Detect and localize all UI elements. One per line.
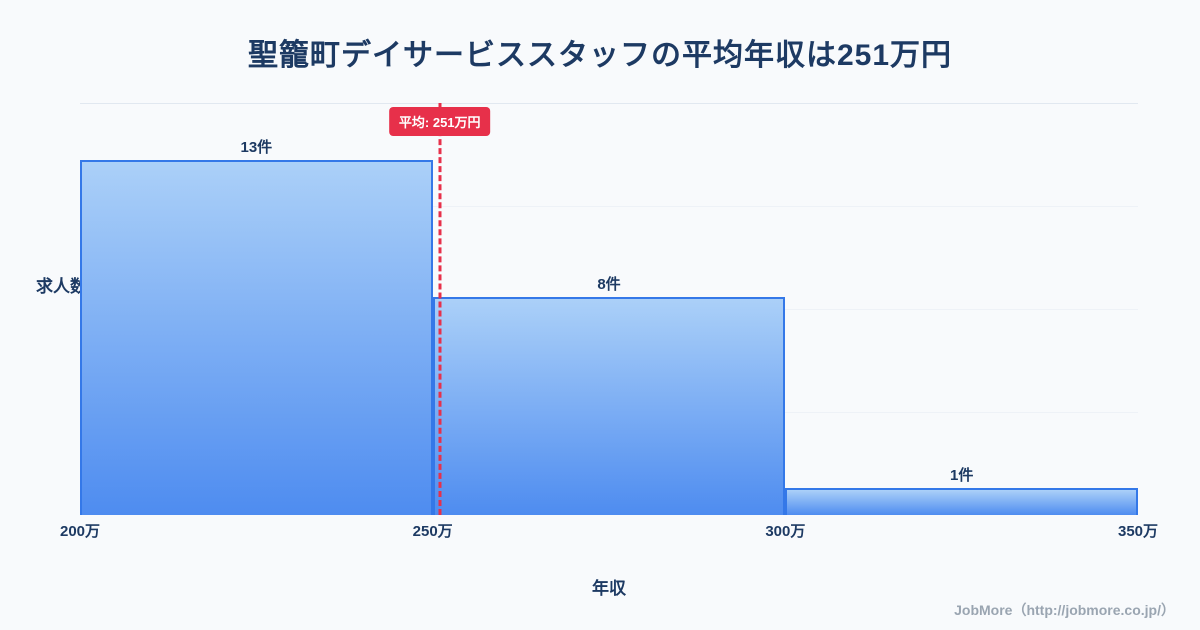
plot-area: 13件 8件 1件 平均: 251万円 bbox=[80, 103, 1138, 515]
bar-value-label: 13件 bbox=[240, 139, 273, 157]
x-tick-label: 250万 bbox=[412, 523, 453, 540]
x-axis-label: 年収 bbox=[592, 579, 626, 598]
bar-value-label: 1件 bbox=[949, 466, 974, 484]
x-tick-label: 200万 bbox=[59, 523, 101, 540]
footer-credit: JobMore（http://jobmore.co.jp/） bbox=[954, 602, 1175, 618]
histogram-bar: 13件 bbox=[80, 139, 433, 515]
y-axis-label: 求人数 bbox=[36, 277, 87, 296]
average-badge: 平均: 251万円 bbox=[388, 107, 491, 136]
average-line bbox=[438, 103, 442, 515]
x-tick-label: 300万 bbox=[765, 523, 806, 540]
gridline bbox=[80, 103, 1138, 104]
histogram-bar: 8件 bbox=[432, 276, 786, 515]
x-tick-label: 350万 bbox=[1117, 523, 1159, 540]
histogram-bar: 1件 bbox=[785, 467, 1138, 515]
bar-value-label: 8件 bbox=[597, 275, 621, 293]
x-axis-ticks: 200万 250万 300万 350万 bbox=[60, 520, 1158, 542]
page-title: 聖籠町デイサービススタッフの平均年収は251万円 bbox=[247, 39, 953, 72]
gridline bbox=[80, 206, 1138, 207]
